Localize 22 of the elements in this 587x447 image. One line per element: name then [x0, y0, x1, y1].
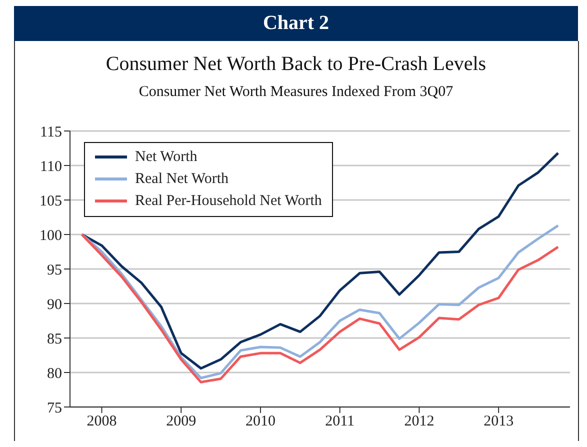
- x-tick-label: 2011: [325, 414, 355, 430]
- y-tick-label: 105: [40, 193, 62, 210]
- line-series: [80, 152, 560, 370]
- caption: Chart 2: [14, 6, 578, 41]
- y-tick-label: 95: [47, 262, 62, 278]
- x-tick-label: 2008: [86, 414, 117, 430]
- y-tick-label: 75: [47, 400, 62, 416]
- y-tick-label: 100: [40, 228, 62, 244]
- chart-subtitle: Consumer Net Worth Measures Indexed From 3Q07: [138, 84, 454, 101]
- y-tick-label: 80: [47, 366, 62, 382]
- chart-title: Consumer Net Worth Back to Pre-Crash Levels: [104, 53, 488, 76]
- x-tick-label: 2009: [166, 414, 196, 430]
- x-tick-label: 2012: [404, 414, 434, 430]
- legend-label: Real Net Worth: [135, 170, 228, 188]
- x-tick-label: 2010: [245, 414, 276, 430]
- legend-label: Net Worth: [135, 148, 198, 166]
- x-tick-label: 2013: [484, 414, 514, 430]
- y-tick-label: 110: [40, 158, 62, 175]
- y-tick-label: 115: [40, 124, 62, 140]
- legend-label: Real Per-Household Net Worth: [135, 192, 322, 210]
- y-tick-label: 90: [47, 296, 62, 313]
- y-tick-label: 85: [47, 331, 62, 348]
